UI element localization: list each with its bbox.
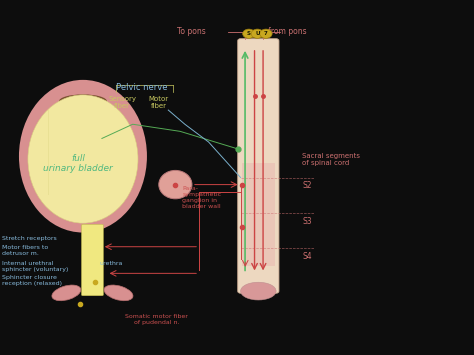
Text: urethra: urethra [100, 261, 123, 266]
Text: Motor fibers to
detrusor m.: Motor fibers to detrusor m. [2, 245, 49, 256]
Text: S2: S2 [302, 181, 312, 190]
Text: U: U [255, 31, 260, 36]
Text: Sphincter closure
reception (relaxed): Sphincter closure reception (relaxed) [2, 275, 63, 286]
Text: S3: S3 [302, 217, 312, 225]
Text: Internal urethral
sphincter (voluntary): Internal urethral sphincter (voluntary) [2, 261, 69, 272]
Text: Motor
fiber: Motor fiber [149, 96, 169, 109]
Ellipse shape [241, 282, 276, 300]
FancyBboxPatch shape [237, 39, 279, 293]
Text: To pons: To pons [177, 27, 206, 36]
Text: Somatic motor fiber
of pudendal n.: Somatic motor fiber of pudendal n. [125, 314, 188, 325]
Text: Para-
sympathetic
ganglion in
bladder wall: Para- sympathetic ganglion in bladder wa… [182, 186, 222, 209]
Ellipse shape [28, 95, 138, 223]
Text: S: S [247, 31, 251, 36]
Circle shape [243, 29, 255, 38]
Text: full
urinary bladder: full urinary bladder [43, 154, 113, 173]
Ellipse shape [104, 285, 133, 301]
Text: Sensory
fiber: Sensory fiber [108, 96, 137, 109]
Text: 7: 7 [264, 31, 268, 36]
Circle shape [260, 29, 272, 38]
Text: S4: S4 [302, 252, 312, 261]
Ellipse shape [52, 285, 81, 301]
Text: Pelvic nerve: Pelvic nerve [117, 83, 168, 92]
Text: Stretch receptors: Stretch receptors [2, 236, 57, 241]
Ellipse shape [159, 170, 192, 199]
Circle shape [251, 29, 264, 38]
Text: Sacral segments
of spinal cord: Sacral segments of spinal cord [302, 153, 360, 166]
FancyBboxPatch shape [82, 224, 103, 296]
Bar [242, 163, 275, 266]
Ellipse shape [59, 94, 107, 108]
Text: from pons: from pons [268, 27, 306, 36]
Ellipse shape [19, 80, 147, 233]
